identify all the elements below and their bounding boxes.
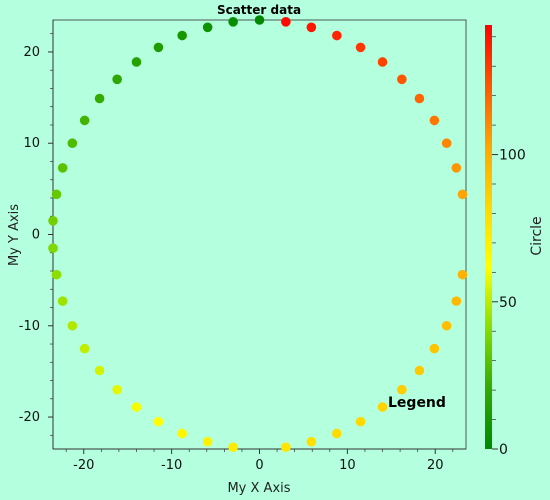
data-point [48, 216, 58, 226]
data-point [94, 93, 105, 104]
data-point [57, 296, 68, 306]
data-point [441, 320, 452, 331]
data-point [67, 320, 78, 331]
data-point [177, 428, 187, 439]
data-point [355, 42, 366, 53]
data-point [414, 93, 425, 104]
data-point [131, 57, 142, 67]
y-tick-label: -20 [19, 410, 40, 425]
data-point [281, 442, 291, 452]
y-tick-label: -10 [19, 319, 40, 334]
x-axis: -20 -10 0 10 20 [53, 448, 466, 473]
data-point [228, 442, 238, 452]
data-point [281, 17, 291, 27]
data-point [177, 30, 187, 41]
x-tick-label: -10 [161, 458, 182, 473]
data-point [79, 343, 90, 354]
x-tick-label: 20 [427, 458, 444, 473]
data-point [94, 365, 105, 376]
data-point [202, 22, 213, 33]
data-point [153, 416, 164, 427]
y-tick-label: 20 [23, 45, 40, 60]
data-point [57, 163, 68, 173]
data-point [51, 189, 62, 200]
colorbar-title: Circle [529, 216, 545, 255]
data-points [48, 15, 468, 452]
data-point [429, 343, 440, 354]
data-point [377, 57, 388, 67]
plot-area [52, 19, 467, 450]
data-point [112, 384, 122, 395]
data-point [131, 402, 142, 412]
y-tick-label: 10 [23, 136, 40, 151]
data-point [397, 74, 407, 85]
x-tick-label: 0 [255, 458, 263, 473]
data-point [451, 296, 462, 306]
data-point [51, 269, 62, 280]
data-point [457, 189, 468, 200]
y-axis: -20 -10 0 10 20 [19, 20, 54, 449]
data-point [429, 115, 440, 126]
data-point [397, 384, 407, 395]
data-point [332, 30, 342, 41]
data-point [254, 15, 265, 25]
x-tick-label: 10 [339, 458, 356, 473]
data-point [48, 243, 58, 253]
data-point [228, 17, 238, 27]
data-point [377, 402, 388, 412]
colorbar-ticks: 0 50 100 [492, 36, 526, 458]
colorbar-tick-label: 0 [499, 442, 508, 458]
data-point [79, 115, 90, 126]
y-tick-label: 0 [32, 228, 40, 243]
data-point [306, 436, 317, 447]
data-point [202, 436, 213, 447]
colorbar [485, 25, 492, 449]
y-axis-title: My Y Axis [7, 204, 22, 266]
legend-label: Legend [388, 395, 446, 411]
chart-title: Scatter data [217, 3, 301, 17]
data-point [67, 138, 78, 149]
x-tick-label: -20 [73, 458, 94, 473]
data-point [306, 22, 317, 33]
data-point [153, 42, 164, 53]
x-axis-title: My X Axis [227, 481, 290, 496]
data-point [441, 138, 452, 149]
data-point [457, 269, 468, 280]
data-point [355, 416, 366, 427]
colorbar-tick-label: 50 [499, 295, 517, 311]
colorbar-tick-label: 100 [499, 148, 526, 164]
data-point [332, 428, 342, 439]
data-point [414, 365, 425, 376]
data-point [451, 163, 462, 173]
data-point [112, 74, 122, 85]
